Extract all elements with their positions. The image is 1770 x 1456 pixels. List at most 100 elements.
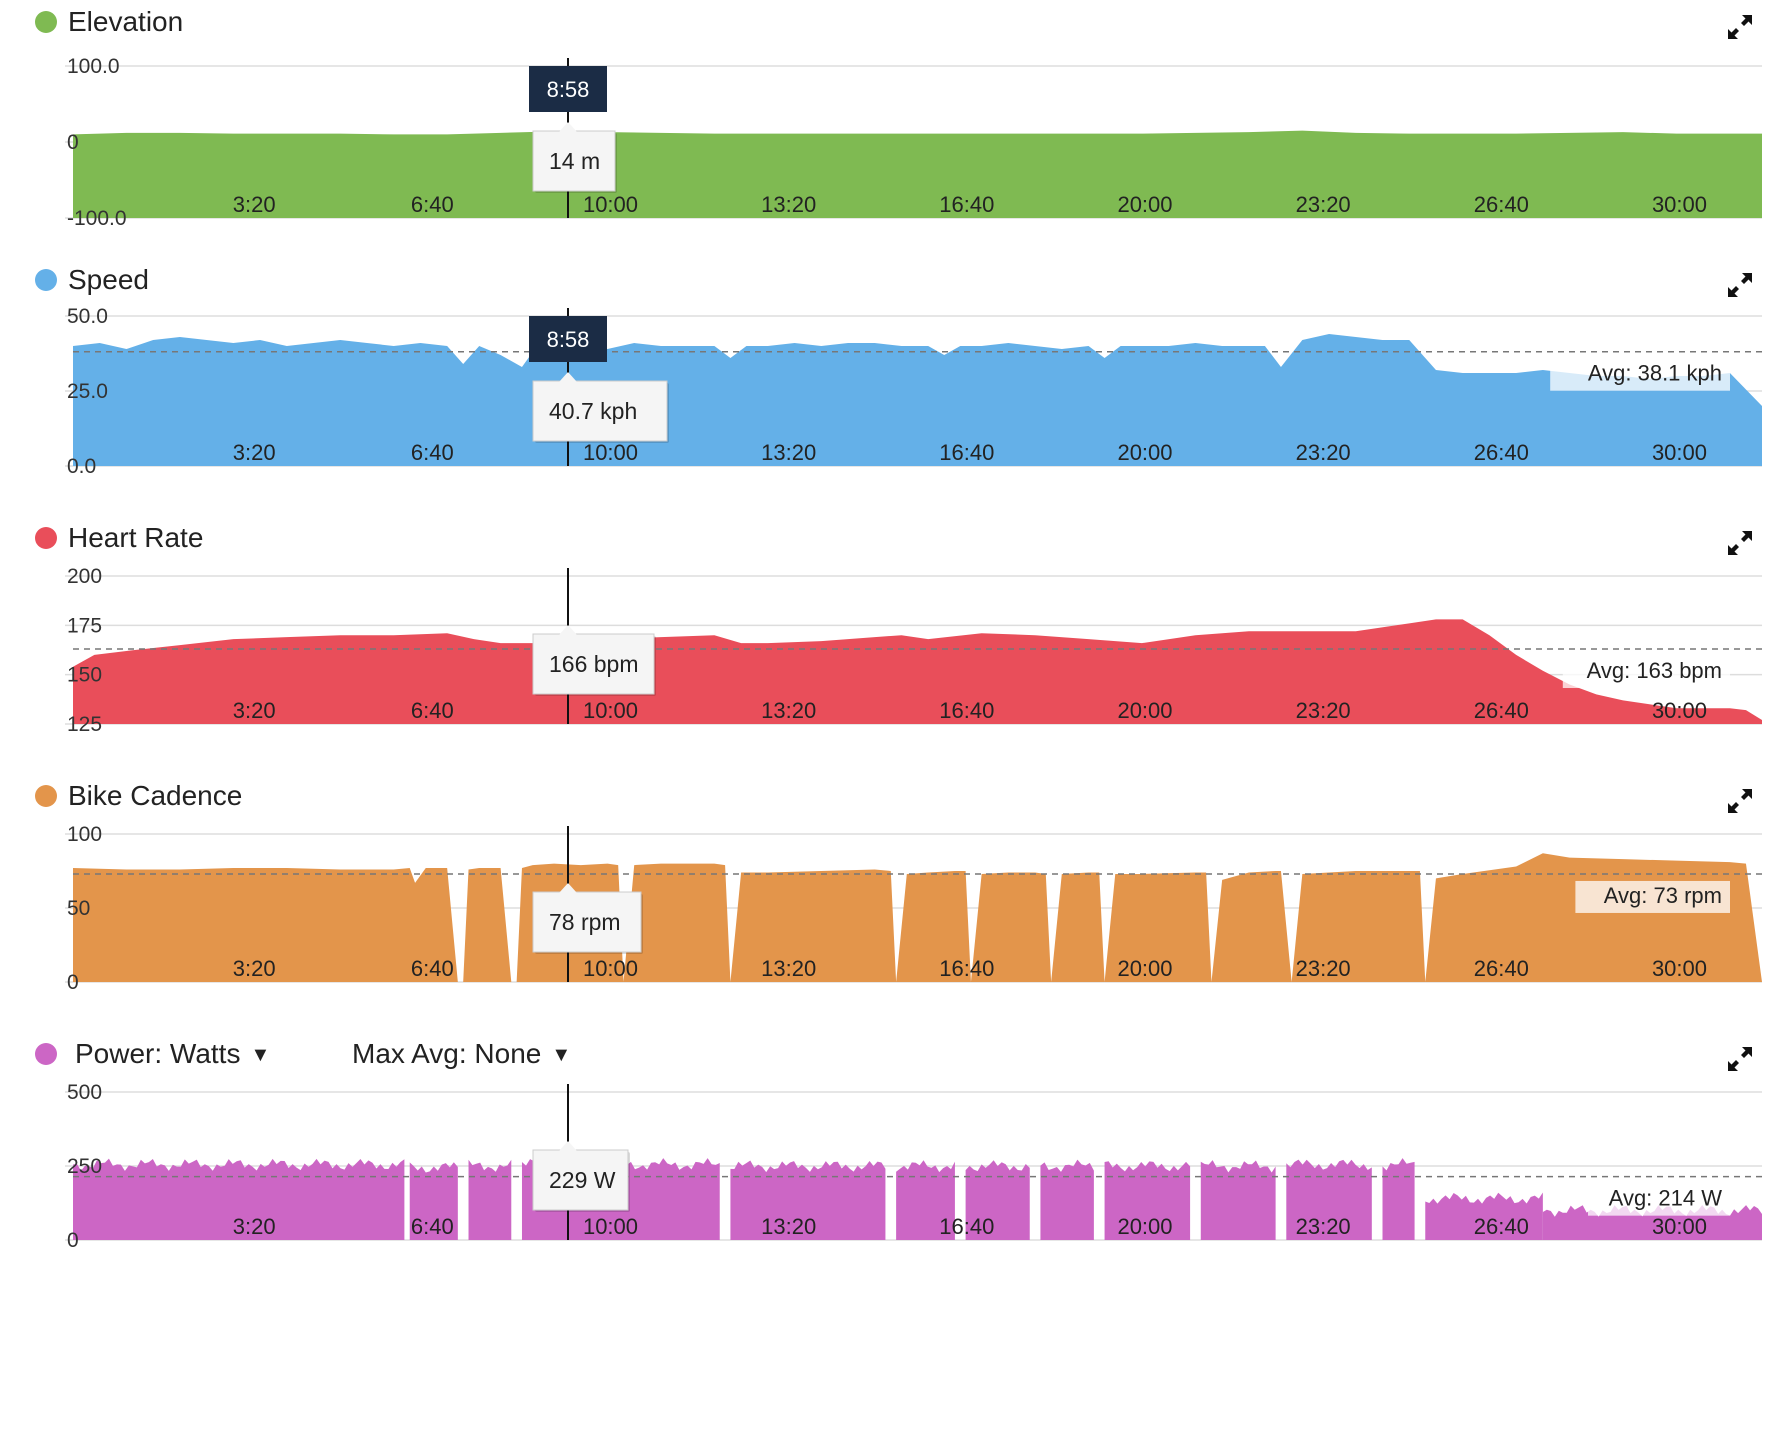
cursor-tooltip: 14 m xyxy=(532,122,617,193)
cursor-time-badge xyxy=(529,316,607,362)
cursor-time: 8:58 xyxy=(547,77,590,102)
cursor-time: 8:58 xyxy=(547,327,590,352)
cadence-chart[interactable]: 100 50 0 3:20 6:40 10:00 13:20 16:40 20:00 23:20 2… xyxy=(0,774,1770,1024)
expand-arrows-icon[interactable] xyxy=(1725,12,1755,42)
speed-header: Speed xyxy=(0,258,1770,318)
x-tick-label: 6:40 xyxy=(411,192,454,217)
speed-area xyxy=(73,334,1762,466)
elevation-chart[interactable]: 100.0 0 -100.0 3:20 6:40 10:00 13:20 16:40 20:00… xyxy=(0,0,1770,250)
cadence-panel: Bike Cadence 100 50 0 3:20 6:40 10:00 13:20 16:… xyxy=(0,774,1770,1024)
x-tick-label: 20:00 xyxy=(1117,440,1172,465)
elevation-header: Elevation xyxy=(0,0,1770,60)
x-tick-label: 3:20 xyxy=(233,1214,276,1239)
x-tick-label: 26:40 xyxy=(1474,956,1529,981)
heart-rate-header: Heart Rate xyxy=(0,516,1770,576)
power-chart[interactable]: 500 250 0 3:20 6:40 10:00 13:20 16:40 20:00 23:20… xyxy=(0,1032,1770,1282)
elevation-area xyxy=(73,130,1762,218)
average-label: Avg: 163 bpm xyxy=(1587,658,1722,683)
heart_rate-area xyxy=(73,619,1762,724)
power-metric-label: Power: Watts xyxy=(75,1038,241,1069)
x-tick-label: 26:40 xyxy=(1474,192,1529,217)
x-tick-label: 3:20 xyxy=(233,440,276,465)
power-segment xyxy=(73,1158,405,1240)
x-tick-label: 6:40 xyxy=(411,956,454,981)
cadence-area xyxy=(73,853,1762,982)
speed-title: Speed xyxy=(68,264,149,295)
max-avg-dropdown[interactable]: Max Avg: None ▼ xyxy=(352,1038,571,1070)
cursor-tooltip: 78 rpm xyxy=(532,883,643,954)
x-tick-label: 20:00 xyxy=(1117,698,1172,723)
power-segment xyxy=(730,1160,886,1240)
power-segment xyxy=(1382,1158,1415,1240)
average-label-bg xyxy=(1562,656,1730,689)
heart-rate-chart[interactable]: 200 175 150 125 3:20 6:40 10:00 13:20 16:40 20:00… xyxy=(0,516,1770,766)
y-tick-label: 125 xyxy=(67,713,102,736)
power-legend-dot xyxy=(35,1043,57,1065)
x-tick-label: 13:20 xyxy=(761,440,816,465)
tooltip-value: 78 rpm xyxy=(549,909,621,935)
average-label-bg xyxy=(1575,880,1730,913)
caret-down-icon: ▼ xyxy=(551,1044,572,1066)
y-tick-label: -100.0 xyxy=(67,207,127,230)
x-tick-label: 6:40 xyxy=(411,698,454,723)
y-tick-label: 0 xyxy=(67,971,79,994)
y-tick-label: 150 xyxy=(67,664,102,687)
expand-arrows-icon[interactable] xyxy=(1725,786,1755,816)
x-tick-label: 13:20 xyxy=(761,698,816,723)
heart-rate-legend-dot xyxy=(35,527,57,549)
x-tick-label: 16:40 xyxy=(939,956,994,981)
x-tick-label: 30:00 xyxy=(1652,698,1707,723)
x-tick-label: 20:00 xyxy=(1117,956,1172,981)
tooltip-value: 229 W xyxy=(549,1167,616,1193)
tooltip-value: 166 bpm xyxy=(549,651,639,677)
power-segment xyxy=(468,1159,512,1240)
x-tick-label: 16:40 xyxy=(939,698,994,723)
x-tick-label: 10:00 xyxy=(583,698,638,723)
x-tick-label: 13:20 xyxy=(761,1214,816,1239)
cursor-time-badge xyxy=(529,66,607,112)
y-tick-label: 175 xyxy=(67,614,102,637)
x-tick-label: 30:00 xyxy=(1652,956,1707,981)
power-segment xyxy=(1040,1159,1094,1240)
x-tick-label: 3:20 xyxy=(233,956,276,981)
average-label-bg xyxy=(1550,358,1730,391)
speed-legend-dot xyxy=(35,269,57,291)
power-panel: Power: Watts ▼ Max Avg: None ▼ 500 250 0 3:20… xyxy=(0,1032,1770,1282)
expand-arrows-icon[interactable] xyxy=(1725,528,1755,558)
power-segment xyxy=(1425,1192,1543,1240)
speed-chart[interactable]: 50.0 25.0 0.0 3:20 6:40 10:00 13:20 16:40 20:00 2… xyxy=(0,258,1770,508)
elevation-panel: Elevation 100.0 0 -100.0 3:20 6:40 10:00 13:20… xyxy=(0,0,1770,250)
cursor-tooltip: 166 bpm xyxy=(532,625,656,696)
x-tick-label: 30:00 xyxy=(1652,440,1707,465)
average-label: Avg: 73 rpm xyxy=(1604,883,1722,908)
caret-down-icon: ▼ xyxy=(250,1044,271,1066)
speed-panel: Speed 50.0 25.0 0.0 3:20 6:40 10:00 13:20 16:40… xyxy=(0,258,1770,508)
x-tick-label: 13:20 xyxy=(761,192,816,217)
expand-arrows-icon[interactable] xyxy=(1725,1044,1755,1074)
x-tick-label: 23:20 xyxy=(1296,698,1351,723)
elevation-legend-dot xyxy=(35,11,57,33)
x-tick-label: 6:40 xyxy=(411,1214,454,1239)
x-tick-label: 10:00 xyxy=(583,1214,638,1239)
cadence-title: Bike Cadence xyxy=(68,780,243,811)
y-tick-label: 200 xyxy=(67,565,102,588)
x-tick-label: 23:20 xyxy=(1296,1214,1351,1239)
power-segment xyxy=(965,1160,1030,1240)
max-avg-label: Max Avg: None xyxy=(352,1038,542,1069)
y-tick-label: 100 xyxy=(67,823,102,846)
x-tick-label: 13:20 xyxy=(761,956,816,981)
x-tick-label: 10:00 xyxy=(583,956,638,981)
power-metric-dropdown[interactable]: Power: Watts ▼ xyxy=(75,1038,270,1070)
x-tick-label: 16:40 xyxy=(939,440,994,465)
cadence-legend-dot xyxy=(35,785,57,807)
y-tick-label: 0 xyxy=(67,1229,79,1252)
expand-arrows-icon[interactable] xyxy=(1725,270,1755,300)
x-tick-label: 20:00 xyxy=(1117,1214,1172,1239)
x-tick-label: 3:20 xyxy=(233,192,276,217)
x-tick-label: 16:40 xyxy=(939,1214,994,1239)
x-tick-label: 20:00 xyxy=(1117,192,1172,217)
x-tick-label: 23:20 xyxy=(1296,956,1351,981)
x-tick-label: 23:20 xyxy=(1296,192,1351,217)
heart-rate-panel: Heart Rate 200 175 150 125 3:20 6:40 10:00 13:2… xyxy=(0,516,1770,766)
y-tick-label: 0.0 xyxy=(67,455,96,478)
